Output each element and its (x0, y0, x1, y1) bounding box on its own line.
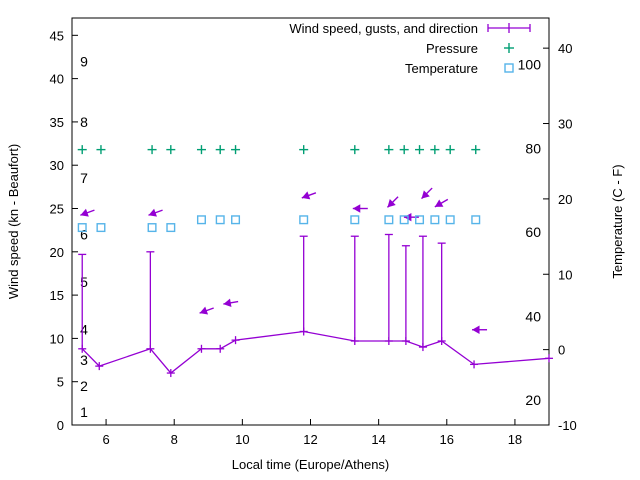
beaufort-label: 3 (80, 352, 88, 368)
pressure-marker (215, 145, 225, 155)
wind-direction-arrow (472, 325, 488, 334)
y-left-tick-label: 0 (57, 418, 64, 433)
pressure-marker (415, 145, 425, 155)
x-tick-label: 10 (235, 432, 249, 447)
beaufort-label: 7 (80, 170, 88, 186)
pressure-marker (399, 145, 409, 155)
temperature-marker (415, 215, 425, 225)
temperature-marker (350, 215, 360, 225)
y-right-tick-label: -10 (558, 418, 577, 433)
temperature-marker (147, 223, 157, 233)
y-right-tick-label: 0 (558, 343, 565, 358)
pressure-marker (471, 145, 481, 155)
pressure-marker (196, 145, 206, 155)
y-left-tick-label: 10 (50, 331, 64, 346)
wind-direction-arrow (223, 298, 239, 307)
legend-label-0: Wind speed, gusts, and direction (289, 21, 478, 36)
wind-direction-arrow (301, 191, 317, 200)
temperature-marker (384, 215, 394, 225)
temperature-marker (445, 215, 455, 225)
temperature-marker (196, 215, 206, 225)
x-tick-label: 12 (303, 432, 317, 447)
fahrenheit-label: 20 (525, 392, 541, 408)
y-left-axis-title: Wind speed (kn - Beaufort) (6, 144, 21, 299)
pressure-marker (147, 145, 157, 155)
pressure-marker (430, 145, 440, 155)
legend-label-1: Pressure (426, 41, 478, 56)
wind-direction-arrow (386, 196, 399, 208)
x-tick-label: 16 (440, 432, 454, 447)
temperature-marker (166, 223, 176, 233)
wind-speed-line (81, 330, 550, 374)
wind-direction-arrow (199, 306, 214, 315)
y-left-tick-label: 40 (50, 72, 64, 87)
x-tick-label: 14 (371, 432, 385, 447)
legend-label-2: Temperature (405, 61, 478, 76)
x-axis-title: Local time (Europe/Athens) (232, 457, 390, 472)
temperature-marker (231, 215, 241, 225)
x-tick-label: 8 (171, 432, 178, 447)
temperature-marker (430, 215, 440, 225)
wind-direction-arrow (148, 208, 163, 217)
y-left-tick-label: 30 (50, 158, 64, 173)
beaufort-label: 2 (80, 378, 88, 394)
beaufort-label: 4 (80, 322, 88, 338)
pressure-marker (299, 145, 309, 155)
y-right-tick-label: 40 (558, 41, 572, 56)
y-right-axis-title: Temperature (C - F) (610, 164, 625, 278)
wind-direction-arrow (403, 212, 419, 222)
pressure-marker (166, 145, 176, 155)
pressure-marker (350, 145, 360, 155)
pressure-marker (445, 145, 455, 155)
beaufort-label: 6 (80, 226, 88, 242)
pressure-marker (384, 145, 394, 155)
y-left-tick-label: 15 (50, 288, 64, 303)
fahrenheit-label: 40 (525, 308, 541, 324)
y-left-tick-label: 5 (57, 375, 64, 390)
y-left-tick-label: 25 (50, 202, 64, 217)
beaufort-label: 5 (80, 274, 88, 290)
beaufort-label: 1 (80, 404, 88, 420)
fahrenheit-label: 60 (525, 224, 541, 240)
y-left-tick-label: 45 (50, 28, 64, 43)
pressure-marker (77, 145, 87, 155)
temperature-marker (299, 215, 309, 225)
temperature-marker (215, 215, 225, 225)
pressure-marker (96, 145, 106, 155)
temperature-marker (471, 215, 481, 225)
y-left-tick-label: 20 (50, 245, 64, 260)
legend-temperature-marker (504, 63, 514, 73)
wind-direction-arrow (352, 204, 368, 213)
fahrenheit-label: 100 (518, 57, 542, 73)
pressure-marker (231, 145, 241, 155)
temperature-marker (399, 215, 409, 225)
temperature-marker (96, 223, 106, 233)
x-tick-label: 18 (508, 432, 522, 447)
beaufort-label: 8 (80, 114, 88, 130)
beaufort-label: 9 (80, 53, 88, 69)
temperature-marker (77, 223, 87, 233)
fahrenheit-label: 80 (525, 140, 541, 156)
x-tick-label: 6 (102, 432, 109, 447)
wind-direction-arrow (421, 187, 433, 200)
wind-direction-arrow (434, 198, 449, 208)
y-right-tick-label: 20 (558, 192, 572, 207)
y-left-tick-label: 35 (50, 115, 64, 130)
y-right-tick-label: 10 (558, 267, 572, 282)
wind-direction-arrow (80, 208, 95, 217)
y-right-tick-label: 30 (558, 117, 572, 132)
